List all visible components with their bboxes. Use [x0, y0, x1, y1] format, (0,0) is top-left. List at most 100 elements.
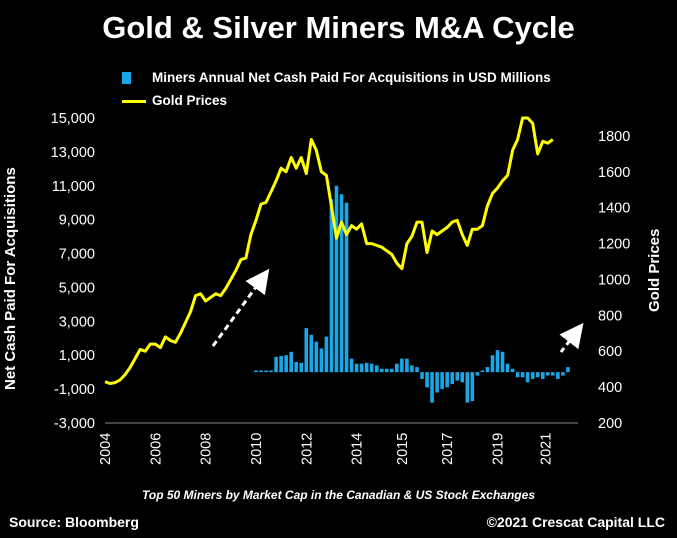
y-right-tick-label: 400	[598, 380, 622, 396]
bar	[420, 372, 424, 379]
x-tick-label: 2014	[350, 433, 366, 465]
legend-swatch-line	[122, 100, 146, 103]
bar	[500, 351, 505, 373]
bar	[269, 370, 273, 373]
x-tick-label: 2019	[490, 433, 506, 465]
copyright-label: ©2021 Crescat Capital LLC	[486, 514, 665, 530]
bar	[445, 372, 449, 388]
y-right-tick-label: 800	[598, 308, 622, 324]
bar	[495, 350, 500, 373]
bar	[551, 372, 555, 376]
bar	[359, 363, 364, 373]
bar	[259, 370, 263, 373]
x-tick-label: 2017	[440, 433, 456, 465]
y-left-tick-label: -3,000	[54, 416, 95, 432]
chart-axes: 15,000 13,000 11,000 9,000 7,000 5,000 3,000 1,…	[51, 111, 631, 465]
bar	[309, 334, 314, 373]
trend-annotations	[211, 268, 584, 353]
bar	[530, 372, 535, 379]
bar-series	[254, 185, 570, 403]
bar	[485, 367, 490, 373]
bar	[440, 372, 444, 390]
y-left-tick-label: 13,000	[51, 145, 95, 161]
bar	[364, 362, 369, 373]
x-tick-label: 2004	[98, 433, 114, 465]
bar	[490, 355, 495, 373]
bar	[299, 362, 304, 373]
legend-label-line: Gold Prices	[152, 93, 228, 108]
y-left-tick-label: 1,000	[59, 348, 95, 364]
bar	[279, 356, 283, 373]
bar	[294, 362, 299, 373]
y-right-tick-label: 1600	[598, 165, 630, 181]
bar	[510, 368, 515, 373]
bar	[384, 368, 389, 373]
bar	[515, 372, 520, 378]
source-label: Source: Bloomberg	[9, 514, 139, 530]
x-tick-label: 2015	[395, 433, 411, 465]
bar	[289, 351, 293, 373]
dashed-arrow-up-right	[559, 322, 584, 353]
bar	[274, 356, 278, 373]
x-tick-label: 2006	[148, 433, 164, 465]
bar	[319, 348, 324, 373]
y-left-tick-label: 5,000	[59, 280, 95, 296]
bar	[535, 372, 540, 378]
dashed-arrow-up-left	[211, 268, 270, 347]
y-axis-right-label: Gold Prices	[646, 228, 663, 312]
bar	[470, 372, 475, 401]
y-right-tick-label: 1000	[598, 272, 630, 288]
legend-label-bars: Miners Annual Net Cash Paid For Acquisit…	[152, 70, 551, 85]
x-tick-label: 2021	[538, 433, 554, 465]
line-series	[104, 116, 554, 385]
bar	[415, 367, 419, 373]
chart-footnote: Top 50 Miners by Market Cap in the Canad…	[142, 488, 535, 502]
bar	[460, 372, 465, 383]
bar	[425, 372, 429, 388]
bar	[304, 328, 309, 373]
y-right-tick-label: 600	[598, 344, 622, 360]
bar	[540, 372, 545, 379]
y-right-tick-label: 1200	[598, 237, 630, 253]
legend-swatch-bars	[122, 72, 131, 84]
bar	[334, 185, 339, 373]
bar	[314, 341, 319, 373]
bar	[349, 358, 354, 373]
bar	[561, 372, 565, 376]
bar	[556, 372, 560, 379]
bar	[324, 336, 329, 373]
bar	[264, 370, 268, 373]
y-left-tick-label: -1,000	[54, 382, 95, 398]
bar	[329, 199, 334, 373]
bar	[400, 358, 404, 373]
bar	[546, 372, 550, 376]
y-right-tick-label: 1400	[598, 201, 630, 217]
bar	[395, 363, 399, 373]
x-tick-label: 2012	[299, 433, 315, 465]
bar	[354, 363, 359, 373]
bar	[566, 367, 570, 373]
bar	[480, 370, 485, 373]
bar	[525, 372, 530, 383]
bar	[405, 358, 409, 373]
bar	[390, 368, 394, 373]
chart-title: Gold & Silver Miners M&A Cycle	[102, 10, 575, 45]
gold-price-line	[104, 116, 554, 385]
bar	[465, 372, 470, 403]
y-left-tick-label: 15,000	[51, 111, 95, 127]
y-left-tick-label: 11,000	[52, 179, 95, 195]
bar	[284, 355, 288, 373]
y-left-tick-label: 9,000	[59, 213, 95, 229]
x-tick-label: 2010	[249, 433, 265, 465]
bar	[254, 370, 258, 373]
bar	[505, 363, 510, 373]
y-left-tick-label: 7,000	[59, 247, 95, 263]
bar	[374, 365, 379, 373]
bar	[379, 368, 384, 373]
bar	[435, 372, 439, 393]
x-tick-label: 2008	[199, 433, 215, 465]
bar	[520, 372, 525, 378]
bar	[475, 372, 480, 376]
bar	[344, 202, 349, 373]
